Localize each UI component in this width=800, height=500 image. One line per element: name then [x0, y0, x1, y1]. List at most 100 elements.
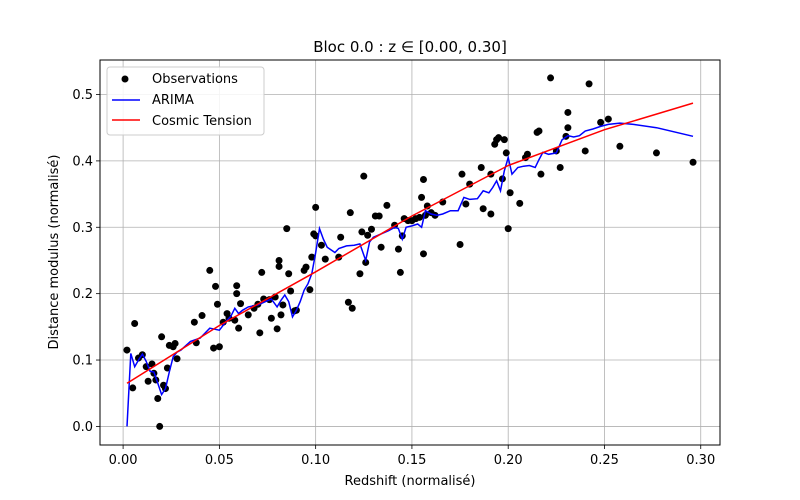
observation-point: [158, 333, 166, 341]
legend-cosmic-tension-label: Cosmic Tension: [152, 114, 252, 129]
observation-point: [273, 325, 281, 333]
observation-point: [375, 212, 383, 220]
observation-point: [306, 286, 314, 294]
observation-point: [537, 170, 545, 178]
observation-point: [144, 377, 152, 385]
legend: Observations ARIMA Cosmic Tension: [106, 66, 265, 136]
x-tick-label: 0.10: [301, 453, 330, 468]
observation-point: [321, 255, 329, 263]
observation-point: [337, 233, 345, 241]
y-tick-label: 0.0: [72, 420, 93, 435]
x-axis-label: Redshift (normalisé): [345, 474, 476, 489]
legend-observations-marker: [121, 75, 129, 83]
observation-point: [237, 300, 245, 308]
observation-point: [504, 225, 512, 233]
observation-point: [462, 200, 470, 208]
observation-point: [547, 74, 555, 82]
observation-point: [131, 320, 139, 328]
legend-observations-label: Observations: [152, 72, 238, 87]
observation-point: [487, 210, 495, 218]
observation-point: [346, 209, 354, 217]
observation-point: [585, 80, 593, 88]
chart-title: Bloc 0.0 : z ∈ [0.00, 0.30]: [313, 38, 507, 56]
observation-point: [171, 339, 179, 347]
observation-point: [396, 268, 404, 276]
series-layer: [123, 74, 697, 430]
observation-point: [213, 300, 221, 308]
cosmic-tension-line: [126, 102, 694, 384]
observation-point: [256, 329, 264, 337]
observation-point: [506, 189, 514, 197]
observation-point: [597, 118, 605, 126]
x-tick-label: 0.20: [494, 453, 523, 468]
observation-point: [356, 270, 364, 278]
observation-point: [235, 324, 243, 332]
observation-point: [198, 312, 206, 320]
observation-point: [312, 203, 320, 211]
legend-arima-label: ARIMA: [152, 93, 194, 108]
observation-point: [215, 343, 223, 351]
observation-point: [689, 158, 697, 166]
observation-point: [377, 243, 385, 251]
observation-point: [419, 175, 427, 183]
observation-point: [556, 164, 564, 172]
observation-point: [308, 253, 316, 261]
observation-point: [190, 318, 198, 326]
observation-point: [212, 282, 220, 290]
observation-point: [277, 311, 285, 319]
observation-point: [129, 384, 137, 392]
y-tick-label: 0.5: [72, 88, 93, 103]
observation-point: [502, 149, 510, 157]
plot-frame: [99, 59, 721, 446]
observation-point: [456, 241, 464, 249]
observation-point: [383, 201, 391, 209]
observation-point: [419, 250, 427, 258]
x-tick-label: 0.30: [686, 453, 715, 468]
observation-point: [564, 124, 572, 132]
observation-point: [364, 231, 372, 239]
observation-point: [287, 287, 295, 295]
observation-point: [123, 346, 131, 354]
observation-point: [458, 170, 466, 178]
observation-point: [360, 172, 368, 180]
y-tick-label: 0.2: [72, 287, 93, 302]
observation-point: [275, 256, 283, 264]
ticks: 0.00 0.05 0.10 0.15 0.20 0.25 0.30 0.0 0.1 0.2 0.3…: [72, 88, 715, 468]
observation-point: [206, 266, 214, 274]
observation-point: [275, 262, 283, 270]
x-tick-label: 0.15: [397, 453, 426, 468]
y-tick-label: 0.1: [72, 354, 93, 369]
observation-point: [367, 225, 375, 233]
x-tick-label: 0.25: [590, 453, 619, 468]
observation-point: [348, 304, 356, 312]
observation-point: [210, 344, 218, 352]
observation-point: [616, 142, 624, 150]
observation-point: [564, 108, 572, 116]
observation-point: [285, 270, 293, 278]
observation-point: [173, 355, 181, 363]
observation-point: [244, 311, 252, 319]
observation-point: [418, 193, 426, 201]
observation-point: [279, 301, 287, 309]
observation-point: [154, 395, 162, 403]
observation-point: [516, 199, 524, 207]
observation-point: [233, 282, 241, 290]
observation-point: [260, 295, 268, 303]
observation-point: [302, 263, 310, 271]
observation-point: [479, 205, 487, 213]
observation-point: [416, 213, 424, 221]
y-axis-label: Distance modulus (normalisé): [47, 155, 62, 350]
observation-point: [394, 245, 402, 253]
observation-point: [477, 164, 485, 172]
observation-point: [523, 150, 531, 158]
observation-point: [604, 115, 612, 123]
observation-point: [317, 241, 325, 249]
observation-point: [283, 225, 291, 233]
x-tick-label: 0.00: [109, 453, 138, 468]
observation-point: [500, 136, 508, 144]
observation-point: [581, 147, 589, 155]
observation-point: [344, 298, 352, 306]
observation-point: [258, 268, 266, 276]
observation-point: [495, 134, 503, 142]
